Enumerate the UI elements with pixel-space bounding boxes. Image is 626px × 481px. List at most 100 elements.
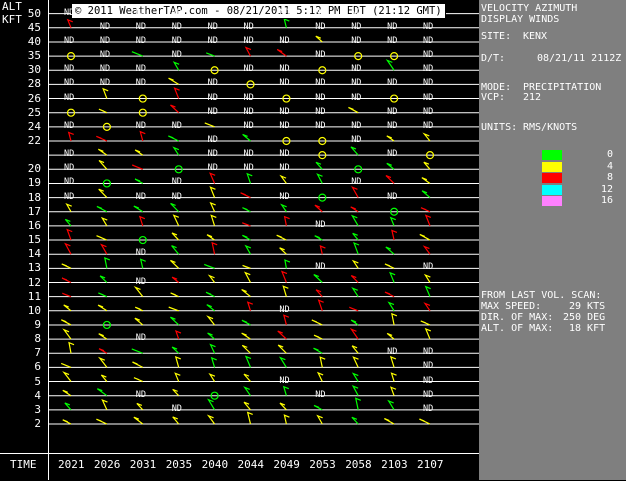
altitude-tick-label: 14 bbox=[27, 247, 41, 261]
wind-barb bbox=[391, 229, 398, 241]
wind-barb bbox=[62, 419, 72, 425]
wind-barb bbox=[170, 292, 179, 298]
wind-barb bbox=[246, 172, 253, 184]
no-data-marker: ND bbox=[135, 120, 147, 131]
wind-barb bbox=[101, 398, 108, 411]
altitude-tick-label: 24 bbox=[27, 119, 41, 133]
wind-barb bbox=[349, 328, 359, 340]
wind-barb bbox=[62, 328, 72, 340]
wind-barb bbox=[313, 347, 323, 354]
wind-barb bbox=[170, 316, 180, 326]
altitude-tick-label: 16 bbox=[27, 218, 41, 232]
wind-barb bbox=[284, 259, 291, 269]
no-data-marker: ND bbox=[64, 191, 75, 202]
altitude-tick-label: 20 bbox=[27, 162, 41, 176]
wind-barb bbox=[389, 355, 397, 368]
wind-barb bbox=[170, 202, 180, 213]
no-data-marker: ND bbox=[279, 35, 290, 46]
wind-barb bbox=[389, 216, 396, 227]
calm-wind-circle bbox=[390, 94, 399, 103]
wind-barb bbox=[132, 164, 144, 170]
no-data-marker: ND bbox=[423, 35, 434, 46]
wind-barb bbox=[61, 319, 72, 326]
no-data-marker: ND bbox=[64, 149, 75, 160]
no-data-marker: ND bbox=[423, 78, 434, 89]
wind-barb bbox=[207, 398, 216, 411]
altitude-tick-label: 11 bbox=[27, 289, 41, 303]
calm-wind-circle bbox=[174, 165, 183, 174]
calm-wind-circle bbox=[425, 151, 435, 160]
wind-barb bbox=[172, 61, 180, 71]
altitude-tick-label: 19 bbox=[27, 176, 41, 190]
datetime-value: 08/21/11 2112Z bbox=[537, 53, 622, 64]
wind-barb bbox=[170, 104, 180, 114]
wind-barb bbox=[277, 344, 287, 354]
no-data-marker: ND bbox=[387, 149, 398, 160]
altitude-axis: ALT KFT 2 3 4 5 6 7 8 9 10 11 12 13 14 15 16 17 18 19 20 22… bbox=[0, 0, 49, 480]
wind-barb bbox=[65, 202, 72, 213]
wind-barb bbox=[384, 263, 395, 269]
wind-barb bbox=[242, 234, 251, 241]
wind-barb bbox=[313, 273, 323, 283]
no-data-marker: ND bbox=[279, 7, 290, 18]
altitude-tick-label: 4 bbox=[34, 388, 41, 402]
wind-barb bbox=[133, 377, 144, 383]
calm-wind-circle bbox=[66, 51, 76, 61]
wind-barb bbox=[241, 332, 251, 340]
wind-barb bbox=[391, 312, 398, 326]
calm-wind-circle bbox=[390, 207, 399, 216]
no-data-marker: ND bbox=[387, 120, 398, 131]
altitude-tick-label: 35 bbox=[27, 49, 41, 63]
no-data-marker: ND bbox=[135, 35, 147, 46]
time-axis-title: TIME bbox=[10, 458, 37, 471]
no-data-marker: ND bbox=[315, 262, 326, 273]
time-tick-label: 2049 bbox=[273, 458, 300, 471]
legend-value: 12 bbox=[600, 183, 613, 195]
no-data-marker: ND bbox=[207, 106, 218, 117]
no-data-marker: ND bbox=[315, 92, 326, 103]
wind-barb bbox=[350, 214, 359, 227]
wind-barb bbox=[168, 306, 179, 312]
wind-barb bbox=[139, 130, 146, 142]
wind-barb bbox=[278, 356, 287, 368]
wind-barb bbox=[100, 216, 108, 227]
wind-barb bbox=[64, 242, 72, 255]
wind-barb bbox=[139, 258, 146, 269]
no-data-marker: ND bbox=[64, 64, 75, 75]
wind-barb bbox=[351, 385, 359, 396]
wind-barb bbox=[210, 214, 217, 227]
wind-barb bbox=[385, 59, 395, 71]
wind-barb bbox=[136, 402, 144, 411]
calm-wind-circle bbox=[210, 66, 219, 75]
time-tick-label: 2103 bbox=[381, 458, 408, 471]
no-data-marker: ND bbox=[99, 78, 111, 89]
wind-barb bbox=[276, 48, 287, 57]
wind-barb bbox=[208, 372, 216, 382]
wind-barb bbox=[171, 245, 180, 255]
wind-barb bbox=[168, 77, 180, 85]
wind-barb bbox=[351, 259, 359, 269]
wind-barb bbox=[96, 418, 108, 425]
altitude-axis-title: ALT KFT bbox=[2, 0, 22, 26]
calm-wind-circle bbox=[102, 122, 112, 131]
no-data-marker: ND bbox=[351, 92, 362, 103]
wind-barb bbox=[211, 241, 218, 255]
wind-barb bbox=[62, 371, 72, 382]
time-tick-label: 2058 bbox=[345, 458, 372, 471]
altitude-tick-label: 50 bbox=[27, 6, 41, 20]
wind-barb bbox=[424, 327, 432, 340]
no-data-marker: ND bbox=[243, 64, 254, 75]
wind-barb bbox=[66, 228, 73, 241]
units-label: UNITS: bbox=[481, 122, 518, 133]
wind-barb bbox=[420, 320, 431, 326]
calm-wind-circle bbox=[282, 94, 291, 103]
wind-barb bbox=[244, 355, 252, 368]
altitude-tick-label: 45 bbox=[27, 20, 41, 34]
no-data-marker: ND bbox=[207, 78, 218, 89]
no-data-marker: ND bbox=[423, 120, 434, 131]
wind-barb bbox=[279, 247, 287, 255]
wind-barb bbox=[246, 411, 253, 425]
altitude-tick-label: 15 bbox=[27, 233, 41, 247]
altitude-tick-label: 2 bbox=[34, 417, 41, 430]
no-data-marker: ND bbox=[423, 403, 434, 414]
